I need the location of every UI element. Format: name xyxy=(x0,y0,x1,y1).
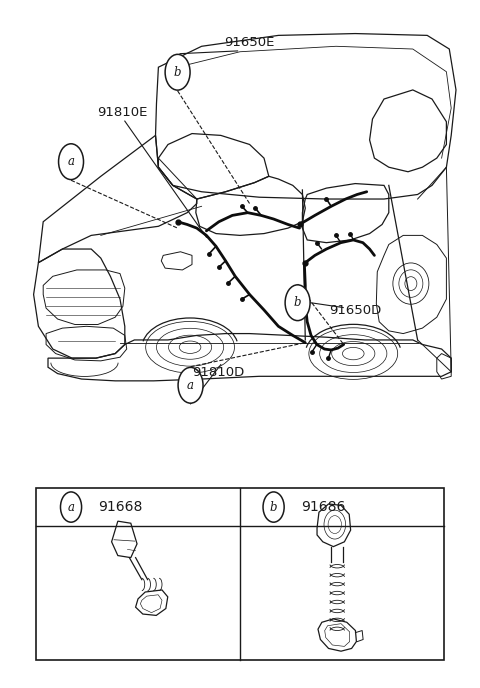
Circle shape xyxy=(285,285,310,321)
Bar xyxy=(36,488,444,660)
Text: b: b xyxy=(270,501,277,513)
Text: 91650D: 91650D xyxy=(329,305,381,317)
Text: a: a xyxy=(68,501,74,513)
Text: 91668: 91668 xyxy=(98,500,143,514)
Text: 91650E: 91650E xyxy=(225,36,275,49)
Text: 91686: 91686 xyxy=(301,500,345,514)
Circle shape xyxy=(178,367,203,403)
Text: 91810E: 91810E xyxy=(97,107,147,119)
Text: a: a xyxy=(187,379,194,391)
Text: b: b xyxy=(174,66,181,78)
Circle shape xyxy=(263,492,284,522)
Text: a: a xyxy=(68,155,74,168)
Text: 91810D: 91810D xyxy=(192,367,244,379)
Circle shape xyxy=(165,54,190,90)
Circle shape xyxy=(60,492,82,522)
Text: b: b xyxy=(294,297,301,309)
Circle shape xyxy=(59,144,84,180)
